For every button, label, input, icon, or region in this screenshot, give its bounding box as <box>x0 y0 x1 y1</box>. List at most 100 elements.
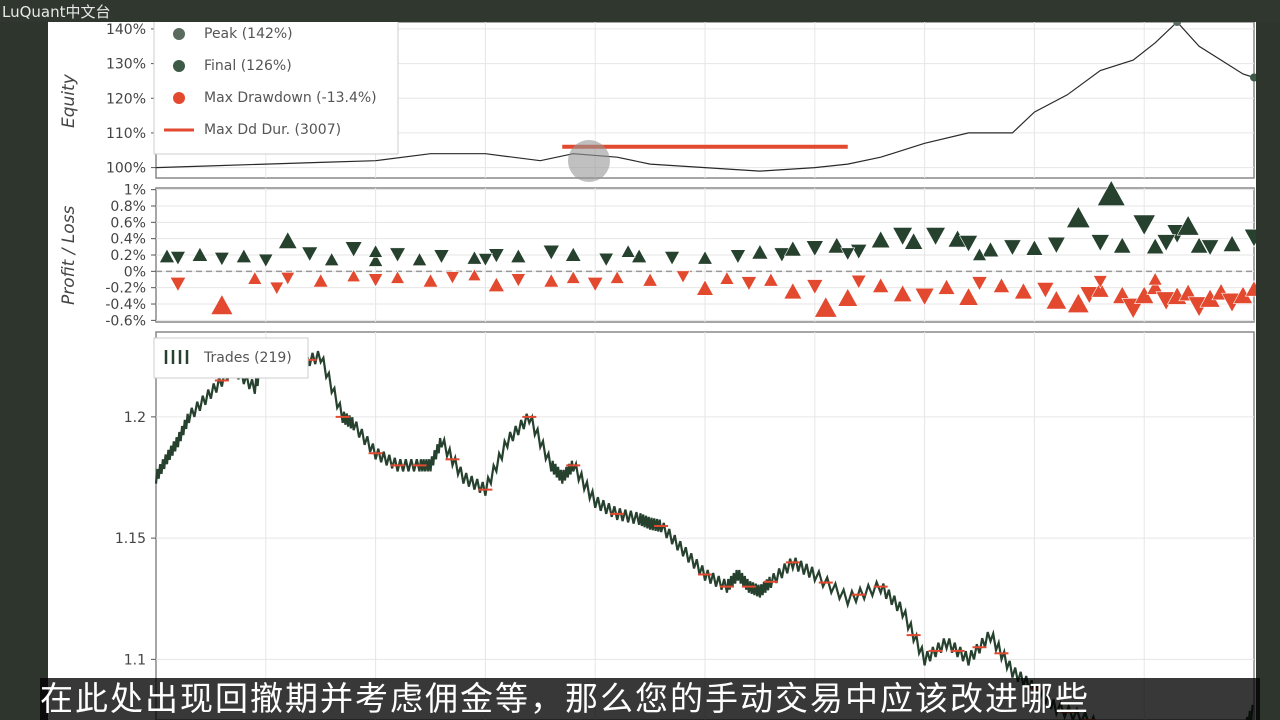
equity-tick-label: 130% <box>106 57 146 73</box>
pl-loss-marker <box>169 277 187 293</box>
pl-tick-label: 0% <box>124 264 146 280</box>
legend-circle-swatch <box>173 60 185 72</box>
equity-legend-label: Peak (142%) <box>204 26 293 42</box>
pl-loss-marker <box>958 287 979 306</box>
pl-loss-marker <box>837 287 859 307</box>
pl-win-marker <box>488 248 505 264</box>
equity-legend-label: Max Dd Dur. (3007) <box>204 122 341 138</box>
pl-win-marker <box>411 252 428 267</box>
pl-extra-marker <box>971 247 988 261</box>
pl-loss-marker <box>971 276 988 292</box>
pl-loss-marker <box>675 270 691 284</box>
equity-series-line <box>155 22 1255 172</box>
pl-win-marker <box>598 252 615 268</box>
pl-loss-marker <box>487 276 505 292</box>
pl-axis-label: Profit / Loss <box>59 205 79 305</box>
pl-tick-label: -0.2% <box>105 281 146 297</box>
pl-tick-label: -0.6% <box>105 313 146 329</box>
equity-tick-label: 120% <box>106 91 146 107</box>
pl-loss-marker <box>1091 280 1110 298</box>
pl-loss-marker <box>992 277 1011 293</box>
pl-win-marker <box>981 241 1000 258</box>
pl-loss-marker <box>367 273 384 288</box>
pl-win-marker <box>1132 214 1156 236</box>
pl-win-marker <box>433 249 450 265</box>
top-bar: LuQuant中文台 <box>0 0 1280 22</box>
pl-extra-marker <box>269 281 285 296</box>
pl-extra-marker <box>620 244 636 258</box>
pl-win-marker <box>892 227 914 246</box>
brand-watermark: LuQuant中文台 <box>2 3 111 21</box>
pl-loss-marker <box>740 276 758 292</box>
pl-win-marker <box>870 230 891 249</box>
pl-tick-label: 0.2% <box>110 248 146 264</box>
pl-tick-label: 1% <box>124 183 146 199</box>
pl-loss-marker <box>1013 282 1033 300</box>
pl-loss-marker <box>1134 285 1155 304</box>
pl-win-marker <box>1176 214 1200 236</box>
pl-loss-marker <box>510 273 527 288</box>
pl-loss-marker <box>609 270 625 284</box>
pl-tick-label: 0.4% <box>110 232 146 248</box>
pl-win-marker <box>301 246 319 262</box>
pl-loss-marker <box>543 273 560 288</box>
pl-win-marker <box>213 252 230 267</box>
pl-win-marker <box>169 251 186 266</box>
equity-legend-box <box>153 22 399 155</box>
pl-win-marker <box>277 231 298 249</box>
pl-win-marker <box>1090 234 1111 252</box>
pl-win-marker <box>258 253 274 268</box>
pl-win-marker <box>1046 236 1066 254</box>
pl-win-marker <box>1003 239 1022 257</box>
pl-win-marker <box>367 252 384 267</box>
pl-loss-marker <box>695 279 715 296</box>
pl-win-marker <box>751 243 769 260</box>
pl-win-marker <box>664 251 681 266</box>
pl-win-marker <box>1243 228 1256 248</box>
pl-win-marker <box>466 250 483 265</box>
price-tick-label: 1.15 <box>115 531 146 547</box>
pl-win-marker <box>783 240 802 257</box>
pl-win-marker <box>158 248 176 264</box>
pl-loss-marker <box>312 273 329 288</box>
pl-win-marker <box>630 248 648 264</box>
pl-win-marker <box>564 246 582 262</box>
equity-tick-label: 140% <box>106 22 146 38</box>
pl-win-marker <box>389 247 406 263</box>
pl-win-marker <box>344 241 363 258</box>
pl-extra-marker <box>1092 275 1108 289</box>
backtest-chart-area: 140% 130% 120% 110% 100% Equity Peak (142%) Fin… <box>48 22 1256 720</box>
pl-loss-marker <box>1067 292 1090 313</box>
legend-circle-swatch <box>173 28 185 40</box>
video-subtitle: 在此处出现回撤期并考虑佣金等，那么您的手动交易中应该改进哪些 <box>40 678 1260 720</box>
pl-win-marker <box>1156 234 1176 252</box>
pl-win-marker <box>958 235 979 253</box>
pl-win-marker <box>1112 236 1132 254</box>
pl-loss-marker <box>210 294 234 315</box>
pl-win-marker <box>1200 239 1220 257</box>
pl-loss-marker <box>642 272 658 287</box>
pl-loss-marker <box>280 272 296 286</box>
pl-tick-label: 0.6% <box>110 215 146 231</box>
pl-win-marker <box>729 249 747 265</box>
equity-legend-label: Final (126%) <box>204 58 292 74</box>
pl-loss-marker <box>937 278 956 295</box>
equity-tick-label: 100% <box>106 161 146 177</box>
equity-axis-label: Equity <box>59 73 79 128</box>
pl-win-marker <box>925 227 947 246</box>
pl-loss-marker <box>390 270 406 284</box>
pl-win-marker <box>1065 205 1091 229</box>
pl-loss-marker <box>850 274 867 290</box>
price-tick-label: 1.1 <box>124 652 146 668</box>
pl-extra-marker <box>477 253 493 267</box>
pl-tick-label: -0.4% <box>105 297 146 313</box>
pl-loss-marker <box>586 277 604 293</box>
mouse-cursor-highlight <box>568 140 610 182</box>
pl-win-marker <box>1145 237 1165 255</box>
pl-win-marker <box>1189 236 1209 254</box>
peak-marker <box>1173 22 1182 26</box>
pl-loss-marker <box>1036 282 1055 299</box>
pl-loss-marker <box>914 287 935 307</box>
equity-tick-label: 110% <box>106 126 146 142</box>
pl-extra-marker <box>840 247 856 261</box>
